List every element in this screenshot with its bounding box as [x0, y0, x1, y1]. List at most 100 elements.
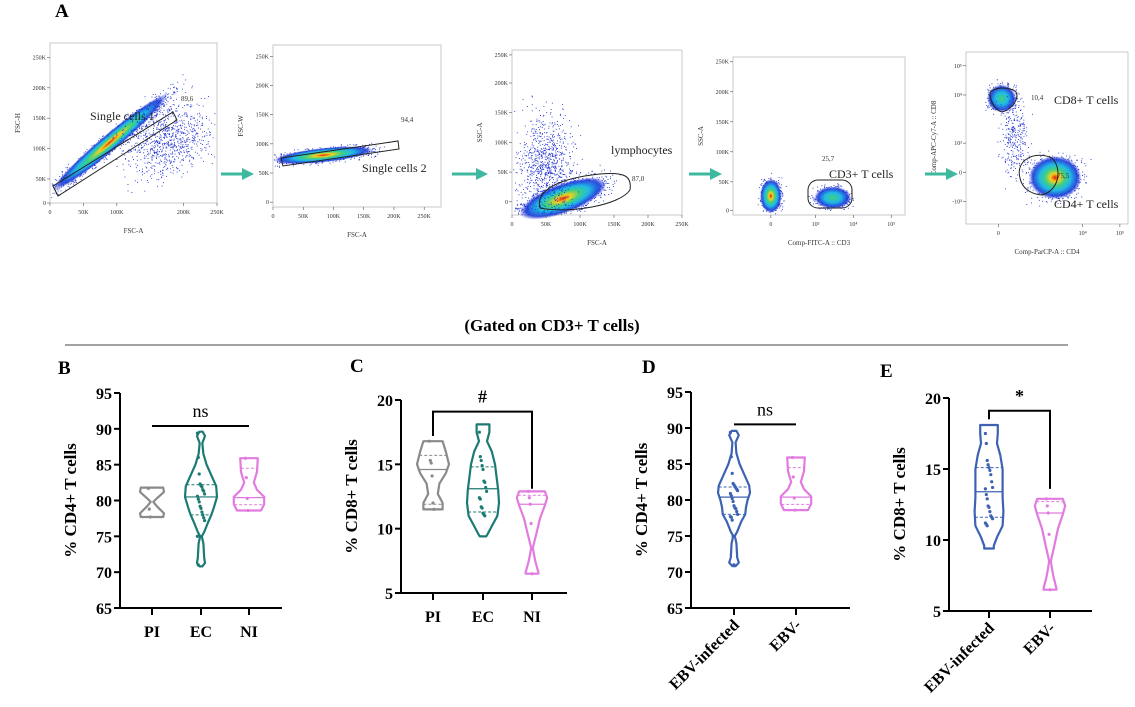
data-point: [202, 516, 206, 520]
data-point: [986, 463, 990, 467]
panel-a-letter: A: [55, 1, 69, 22]
y-tick-label: 10⁴: [954, 93, 962, 99]
data-point: [1048, 588, 1052, 592]
y-tick-label: 65: [667, 601, 683, 618]
y-tick-label: 10: [925, 533, 941, 550]
panel-letter: D: [642, 357, 656, 378]
y-tick-label: 50K: [36, 177, 47, 183]
data-point: [530, 572, 534, 576]
violin-outline: [515, 490, 549, 575]
gate-cd3: [807, 179, 853, 209]
data-point: [245, 496, 249, 500]
x-tick-label: 10⁴: [849, 222, 857, 228]
data-point: [792, 496, 796, 500]
y-tick-label: 20: [925, 391, 941, 408]
y-tick-label: 0: [43, 201, 46, 207]
data-point: [148, 515, 152, 519]
violin-outline: [183, 430, 219, 568]
y-tick-label: 10⁵: [954, 64, 962, 70]
x-axis-label: FSC-A: [347, 231, 367, 239]
y-axis-label: % CD8+ T cells: [342, 439, 361, 554]
data-point: [983, 487, 988, 491]
panel-letter: C: [350, 356, 364, 377]
x-axis-label: Comp-FITC-A :: CD3: [788, 239, 851, 247]
data-point: [985, 524, 989, 528]
x-tick-label: 0: [272, 214, 275, 220]
flow-plot-1: 250K 200K 150K 100K 50K 00 50K 100K 200K 250K FSC-…: [14, 42, 224, 235]
data-point: [427, 439, 431, 443]
x-tick-label: EBV-: [1021, 620, 1059, 658]
data-point: [984, 492, 988, 497]
data-point: [484, 485, 488, 490]
x-tick-label: 150K: [607, 222, 621, 228]
y-tick-label: 50K: [259, 171, 270, 177]
y-tick-label: 200K: [33, 86, 47, 92]
data-point: [483, 480, 487, 484]
gate-single-cells-2: [280, 140, 400, 167]
y-tick-label: 150K: [256, 113, 270, 119]
data-point: [730, 496, 734, 501]
significance-bracket: [432, 410, 533, 489]
significance-label: *: [1015, 386, 1024, 406]
data-point: [790, 455, 795, 460]
data-point: [243, 456, 247, 460]
y-tick-label: 0: [505, 200, 508, 206]
violin-ebv-: [779, 455, 813, 512]
y-tick-label: 10: [377, 522, 393, 539]
violin-outline: [415, 440, 451, 511]
gate-percent: 75,5: [1057, 172, 1070, 180]
y-tick-label: 200K: [716, 90, 730, 96]
x-tick-label: 50K: [541, 222, 552, 228]
violin-chart-d: D 95 90 85 80 75 70 65 % CD4+ T cells EBV-infecte…: [632, 357, 850, 693]
y-axis-label: FSC-H: [14, 113, 22, 133]
x-axis-label: FSC-A: [587, 239, 607, 247]
data-point: [988, 510, 992, 514]
violin-chart-e: E 20 15 10 5 % CD8+ T cells EBV-infected EBV- *: [880, 361, 1092, 696]
y-tick-label: 100K: [256, 142, 270, 148]
y-tick-label: 75: [667, 529, 683, 546]
gate-cd8: [989, 87, 1018, 113]
y-tick-label: 250K: [495, 53, 509, 59]
x-tick-label: 0: [49, 210, 52, 216]
violin-pi: [415, 439, 451, 511]
y-tick-label: 0: [726, 208, 729, 214]
x-tick-label: NI: [523, 609, 541, 626]
data-point: [793, 508, 797, 512]
data-point: [991, 485, 995, 490]
violin-ebv-infected: [973, 423, 1005, 550]
x-tick-label: 200K: [387, 214, 401, 220]
data-point: [432, 507, 436, 511]
y-tick-label: 70: [96, 565, 112, 582]
gate-percent: 87,0: [632, 175, 645, 183]
flow-plot-2: 250K 200K 150K 100K 50K 0 0 50K 100K 150K 200K 250K…: [237, 44, 442, 239]
gate-label: Single cells 2: [362, 161, 427, 175]
data-point: [731, 534, 735, 538]
y-tick-label: 75: [96, 529, 112, 546]
gate-labels: Single cells 1 89,6 Single cells 2 94,4 lymp…: [90, 93, 1119, 211]
event-dots: [108, 81, 216, 193]
violin-ebv-infected: [716, 429, 752, 568]
y-tick-label: 90: [96, 422, 112, 439]
y-tick-label: 80: [96, 494, 112, 511]
data-point: [478, 455, 482, 459]
significance-label: ns: [192, 401, 208, 421]
data-point: [483, 514, 487, 518]
x-tick-label: EBV-infected: [666, 617, 743, 694]
data-point: [736, 489, 740, 493]
gate-label: CD3+ T cells: [829, 167, 894, 181]
data-point: [730, 518, 734, 522]
x-tick-label: 100K: [110, 210, 124, 216]
gate-single-cells-1: [52, 111, 178, 197]
x-tick-label: 250K: [675, 222, 689, 228]
y-axis-label: Comp-APC-Cy7-A :: CD8: [930, 100, 938, 175]
data-point: [195, 431, 199, 435]
gate-label: lymphocytes: [611, 143, 673, 157]
y-tick-label: 65: [96, 601, 112, 618]
density-hotspot: [519, 177, 607, 220]
y-tick-label: 250K: [716, 60, 730, 66]
data-point: [1046, 511, 1050, 515]
gate-percent: 10,4: [1031, 94, 1044, 102]
violin-panels: B 95 90 85 80 75 70 65 % CD4+ T cells PI EC NI ns C 20…: [58, 356, 1092, 696]
